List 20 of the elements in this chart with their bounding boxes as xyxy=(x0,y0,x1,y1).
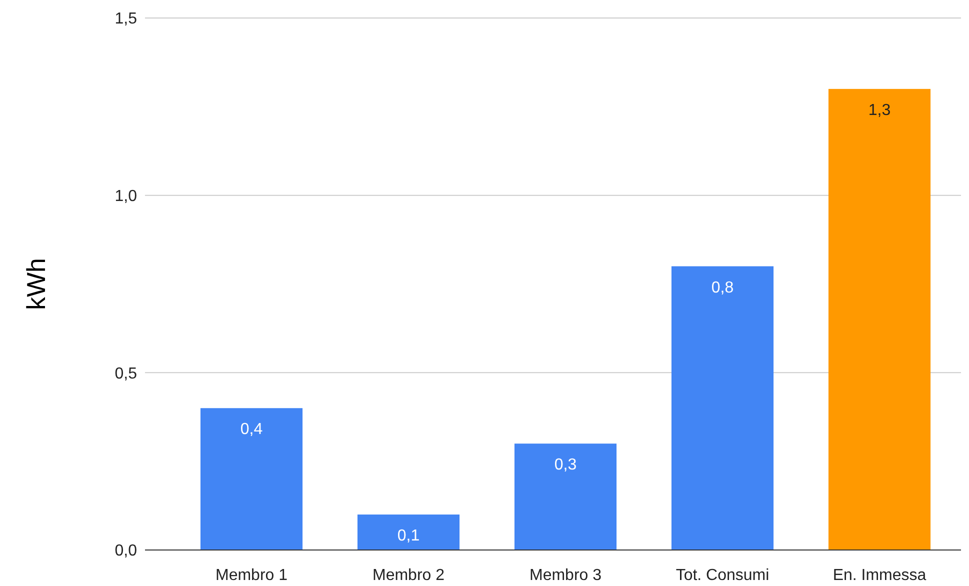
bar xyxy=(671,266,774,550)
x-tick-label: Membro 2 xyxy=(372,567,445,584)
y-axis-title: kWh xyxy=(21,258,51,310)
y-tick-label: 0,5 xyxy=(114,365,138,382)
x-tick-label: Membro 3 xyxy=(529,567,602,584)
bar xyxy=(514,444,617,550)
x-tick-label: Tot. Consumi xyxy=(676,567,770,584)
data-label: 0,1 xyxy=(397,528,420,545)
y-tick-label: 1,5 xyxy=(114,10,138,28)
x-tick-label: Membro 1 xyxy=(215,567,288,584)
y-tick-label: 0,0 xyxy=(114,542,138,560)
x-tick-label: En. Immessa xyxy=(832,567,926,584)
bar xyxy=(357,514,460,550)
data-label: 0,4 xyxy=(240,421,263,438)
bar xyxy=(200,408,303,550)
y-tick-label: 1,0 xyxy=(114,188,138,205)
bar xyxy=(828,88,931,550)
data-label: 0,3 xyxy=(554,456,577,474)
data-label: 1,3 xyxy=(868,102,891,119)
data-label: 0,8 xyxy=(711,279,734,296)
